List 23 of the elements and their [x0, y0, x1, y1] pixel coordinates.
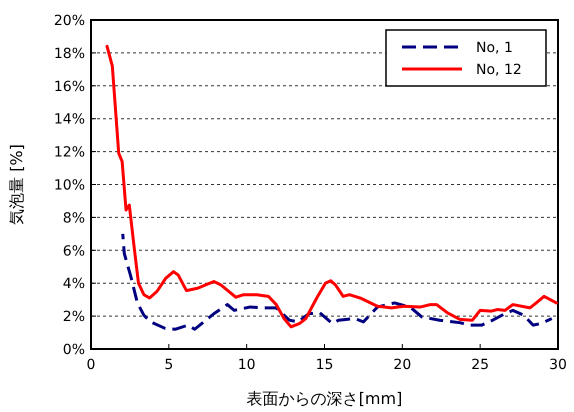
x-tick-label: 25: [471, 357, 490, 373]
y-tick-label: 2%: [62, 309, 85, 326]
y-tick-label: 8%: [62, 210, 85, 226]
y-tick-label: 10%: [54, 178, 85, 194]
x-tick-label: 0: [86, 357, 96, 373]
y-tick-label: 14%: [54, 112, 85, 128]
x-tick-label: 30: [549, 357, 567, 373]
y-tick-label: 0%: [62, 342, 85, 358]
y-tick-label: 18%: [54, 46, 85, 62]
y-tick-label: 4%: [62, 276, 85, 292]
legend-label: No, 12: [476, 62, 522, 78]
y-tick-label: 20%: [54, 13, 85, 29]
y-tick-label: 12%: [54, 144, 85, 161]
x-tick-label: 10: [238, 357, 256, 373]
y-axis-title: 気泡量 [%]: [7, 144, 26, 225]
line-series: [121, 232, 554, 331]
y-tick-label: 16%: [54, 78, 85, 95]
x-tick-label: 15: [316, 357, 334, 373]
x-tick-label: 20: [393, 357, 412, 373]
x-tick-label: 5: [164, 357, 174, 373]
legend-label: No, 1: [476, 40, 513, 56]
x-axis-title: 表面からの深さ[mm]: [246, 389, 402, 408]
y-tick-label: 6%: [62, 243, 85, 260]
